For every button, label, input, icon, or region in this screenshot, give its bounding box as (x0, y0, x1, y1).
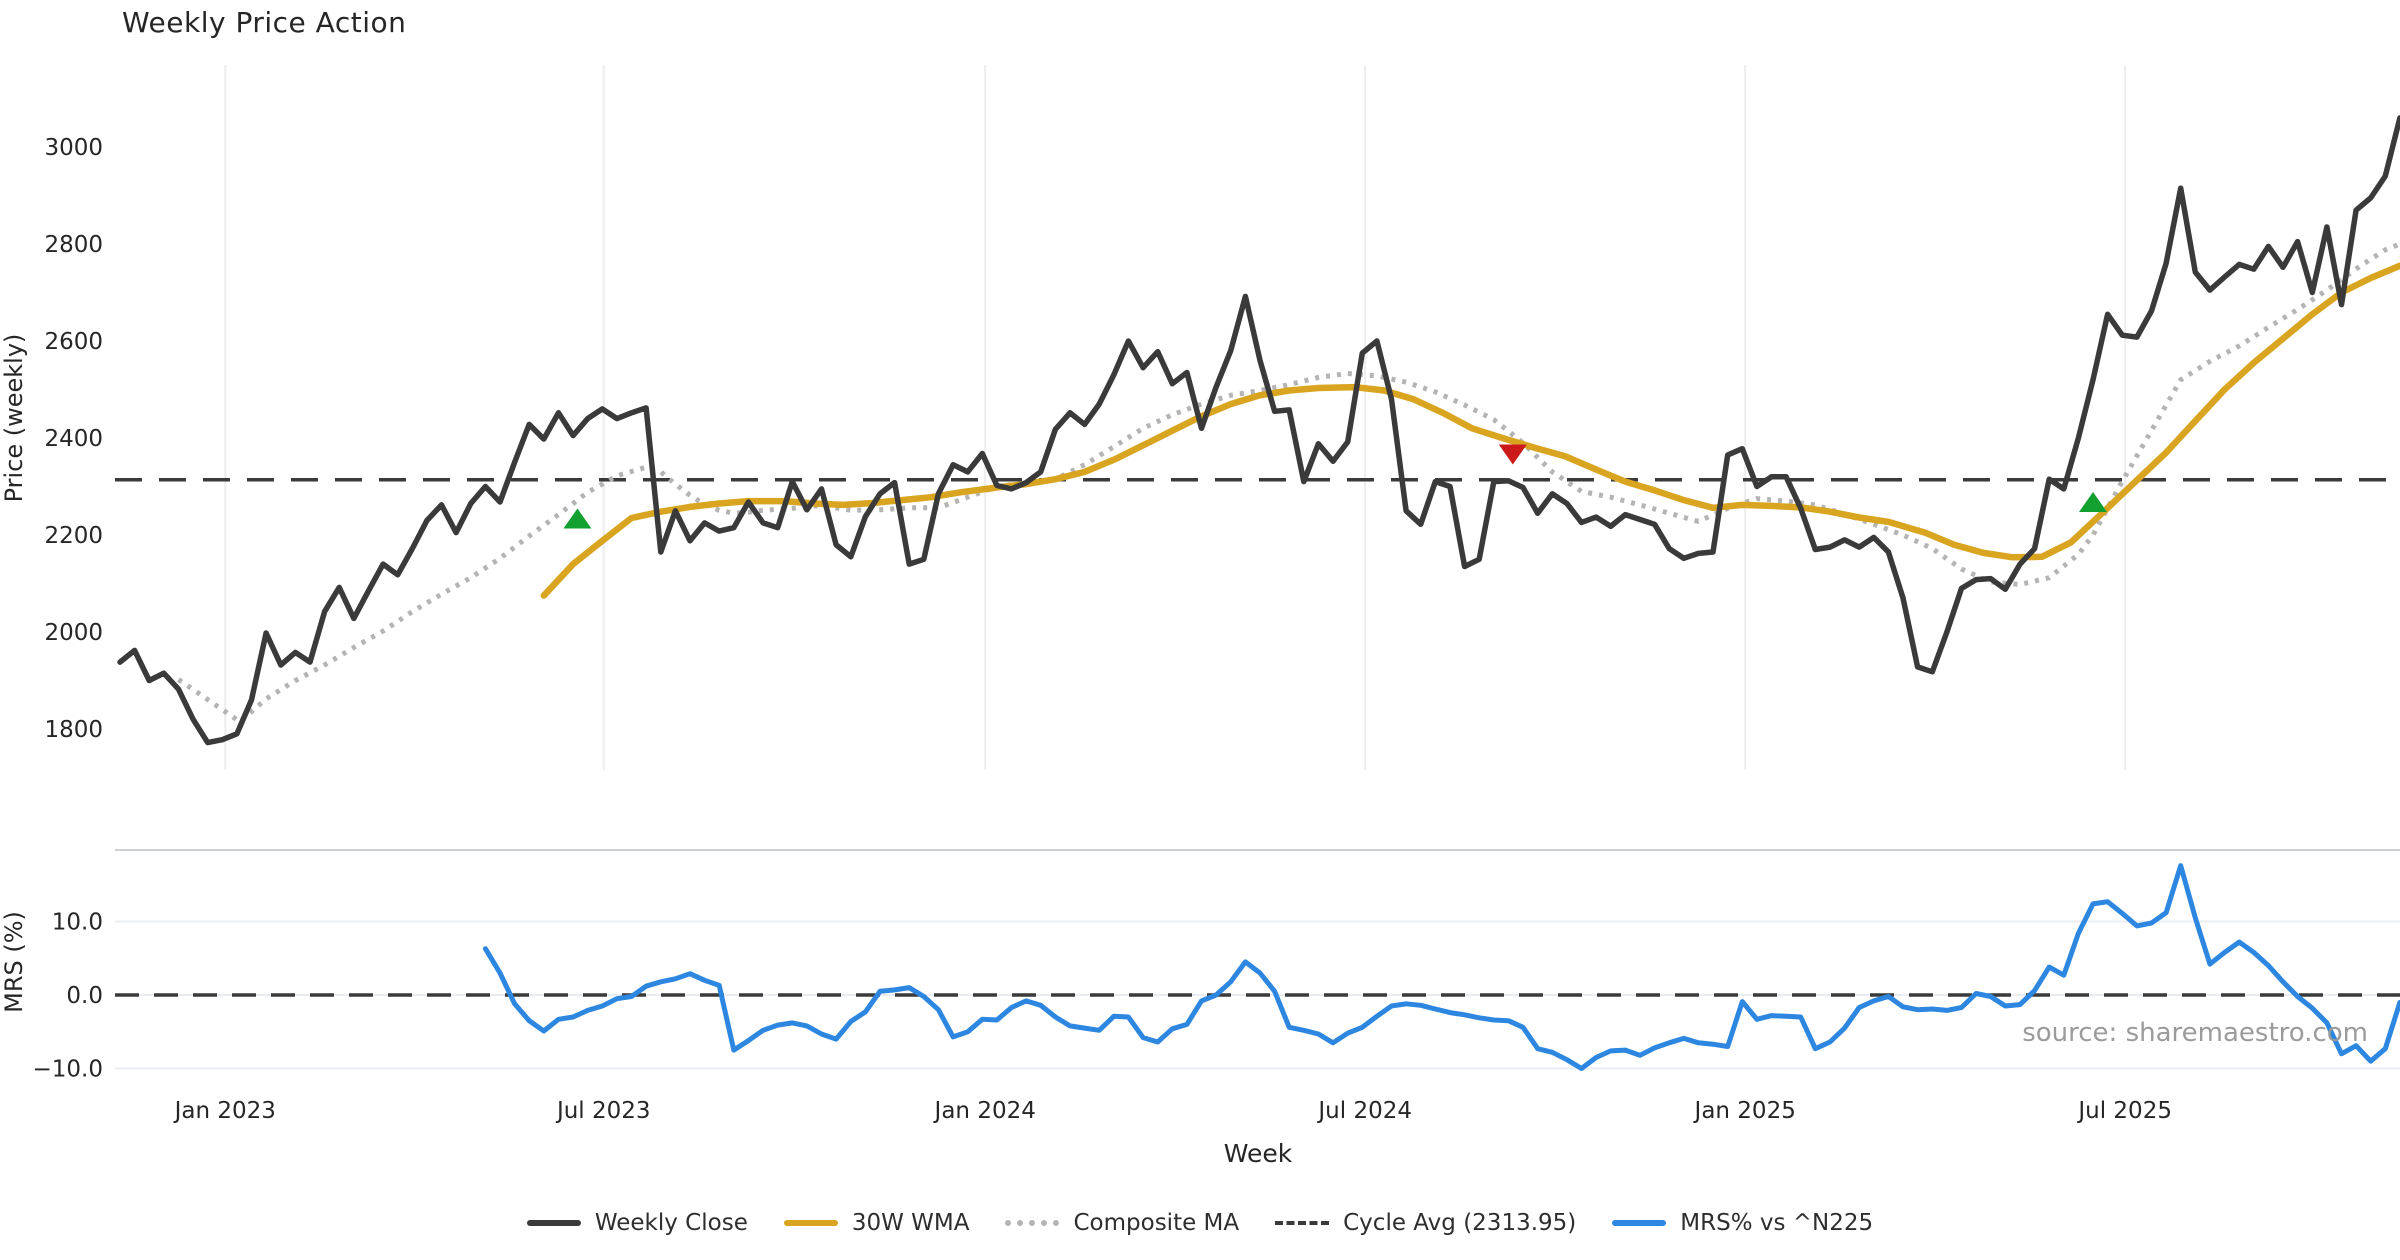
buy-signal-icon (563, 508, 592, 529)
sell-signal-icon (1498, 444, 1527, 465)
xtick-label: Jul 2024 (1316, 1098, 1412, 1124)
legend-label: Weekly Close (594, 1210, 748, 1236)
legend-item: Composite MA (1005, 1210, 1239, 1236)
legend-item: Cycle Avg (2313.95) (1275, 1210, 1576, 1236)
legend-item: 30W WMA (783, 1210, 970, 1236)
legend-swatch-icon (1005, 1220, 1060, 1226)
legend-swatch-icon (1612, 1220, 1667, 1226)
mrs-ytick-label: 10.0 (52, 910, 103, 936)
mrs-line (482, 863, 2400, 1071)
price-ytick-label: 2800 (44, 232, 103, 258)
price-ytick-label: 2200 (44, 523, 103, 549)
legend-item: MRS% vs ^N225 (1612, 1210, 1873, 1236)
xtick-label: Jul 2025 (2076, 1098, 2172, 1124)
composite-ma-line (177, 241, 2400, 725)
legend-item: Weekly Close (526, 1210, 748, 1236)
price-ytick-label: 3000 (44, 135, 103, 161)
xtick-label: Jan 2025 (1693, 1098, 1796, 1124)
source-note: source: sharemaestro.com (2022, 1018, 2368, 1048)
chart-legend: Weekly Close 30W WMA Composite MA Cycle Avg… (0, 1210, 2400, 1236)
price-ytick-label: 1800 (44, 717, 103, 743)
xtick-label: Jan 2024 (933, 1098, 1036, 1124)
price-ytick-label: 2000 (44, 620, 103, 646)
price-ytick-label: 2600 (44, 329, 103, 355)
legend-swatch-icon (783, 1220, 838, 1226)
xtick-label: Jan 2023 (173, 1098, 276, 1124)
legend-label: MRS% vs ^N225 (1680, 1210, 1874, 1236)
x-axis-label: Week (1224, 1139, 1293, 1168)
mrs-ytick-label: 0.0 (66, 983, 103, 1009)
legend-label: 30W WMA (851, 1210, 970, 1236)
legend-swatch-icon (526, 1220, 581, 1226)
mrs-y-axis-label: MRS (%) (0, 911, 28, 1013)
xtick-label: Jul 2023 (555, 1098, 651, 1124)
price-ytick-label: 2400 (44, 426, 103, 452)
wma-line (540, 262, 2400, 599)
legend-swatch-icon (1275, 1221, 1330, 1225)
legend-label: Cycle Avg (2313.95) (1343, 1210, 1577, 1236)
mrs-ytick-label: −10.0 (33, 1057, 103, 1083)
buy-signal-icon (2079, 491, 2108, 512)
legend-label: Composite MA (1073, 1210, 1240, 1236)
page-title: Weekly Price Action (122, 6, 407, 39)
price-y-axis-label: Price (weekly) (0, 334, 28, 503)
weekly-close-line (117, 115, 2400, 746)
